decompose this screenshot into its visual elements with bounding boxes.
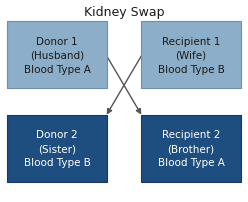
Text: Recipient 2
(Brother)
Blood Type A: Recipient 2 (Brother) Blood Type A bbox=[157, 129, 224, 167]
Text: Donor 1
(Husband)
Blood Type A: Donor 1 (Husband) Blood Type A bbox=[24, 37, 91, 75]
Text: Recipient 1
(Wife)
Blood Type B: Recipient 1 (Wife) Blood Type B bbox=[157, 37, 224, 75]
FancyBboxPatch shape bbox=[141, 115, 241, 182]
FancyBboxPatch shape bbox=[141, 22, 241, 89]
FancyBboxPatch shape bbox=[7, 115, 107, 182]
Text: Donor 2
(Sister)
Blood Type B: Donor 2 (Sister) Blood Type B bbox=[24, 129, 91, 167]
Text: Kidney Swap: Kidney Swap bbox=[84, 6, 164, 19]
FancyBboxPatch shape bbox=[7, 22, 107, 89]
